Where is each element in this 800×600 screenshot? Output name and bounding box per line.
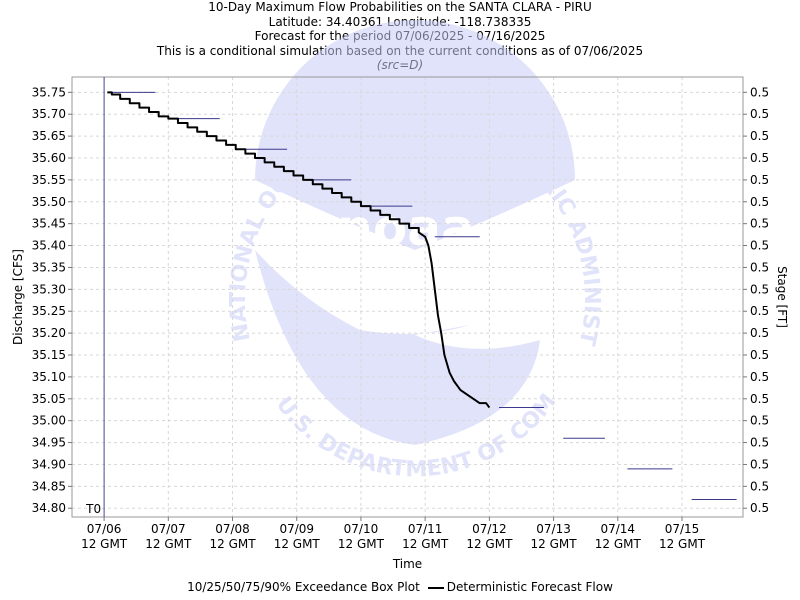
y-tick-label: 35.45 [32, 217, 66, 231]
y-tick-label: 35.75 [32, 85, 66, 99]
x-tick-time: 12 GMT [338, 537, 385, 551]
x-tick-date: 07/15 [665, 522, 700, 536]
box-plot-medians [110, 91, 737, 500]
y-tick-label: 35.20 [32, 326, 66, 340]
y2-tick-label: 0.5 [750, 501, 769, 515]
y2-tick-label: 0.5 [750, 282, 769, 296]
x-tick-time: 12 GMT [81, 537, 128, 551]
legend: 10/25/50/75/90% Exceedance Box Plot Deter… [0, 580, 800, 594]
y2-tick-label: 0.5 [750, 392, 769, 406]
y2-tick-label: 0.5 [750, 129, 769, 143]
y2-tick-label: 0.5 [750, 151, 769, 165]
y-axis-label: Discharge [CFS] [11, 249, 25, 345]
y-tick-label: 35.60 [32, 151, 66, 165]
x-tick-time: 12 GMT [402, 537, 449, 551]
x-tick-time: 12 GMT [209, 537, 256, 551]
y2-tick-label: 0.5 [750, 304, 769, 318]
y-tick-label: 34.90 [32, 457, 66, 471]
y-tick-label: 35.25 [32, 304, 66, 318]
chart-title: 10-Day Maximum Flow Probabilities on the… [208, 0, 592, 14]
deterministic-forecast-line [107, 91, 491, 409]
legend-deterministic: Deterministic Forecast Flow [446, 580, 613, 594]
y2-tick-label: 0.5 [750, 239, 769, 253]
x-tick-date: 07/12 [472, 522, 507, 536]
y2-tick-label: 0.5 [750, 326, 769, 340]
x-tick-date: 07/06 [87, 522, 122, 536]
y-tick-label: 35.05 [32, 392, 66, 406]
y2-axis-ticks: 0.5 0.5 0.5 0.5 0.5 0.5 0.5 0.5 0.5 0.5 0.5 0.5 0.5 0… [743, 85, 769, 515]
y2-tick-label: 0.5 [750, 457, 769, 471]
y2-tick-label: 0.5 [750, 173, 769, 187]
y-tick-label: 35.50 [32, 195, 66, 209]
x-tick-date: 07/08 [215, 522, 250, 536]
y2-tick-label: 0.5 [750, 107, 769, 121]
x-tick-date: 07/10 [344, 522, 379, 536]
watermark-logo-text: noaa [337, 199, 474, 257]
y-tick-label: 34.85 [32, 479, 66, 493]
y2-axis-label: Stage [FT] [775, 266, 789, 328]
forecast-series [107, 91, 491, 409]
y-tick-label: 34.80 [32, 501, 66, 515]
y2-tick-label: 0.5 [750, 436, 769, 450]
y2-tick-label: 0.5 [750, 414, 769, 428]
y-tick-label: 35.35 [32, 260, 66, 274]
y-tick-label: 35.30 [32, 282, 66, 296]
x-tick-time: 12 GMT [466, 537, 513, 551]
t0-label: T0 [85, 502, 101, 516]
x-axis-label: Time [392, 557, 422, 571]
noaa-watermark: noaa NATIONAL OCEANIC AND ATMOSPHERIC AD… [0, 0, 604, 482]
x-tick-time: 12 GMT [145, 537, 192, 551]
x-tick-date: 07/14 [600, 522, 635, 536]
y2-tick-label: 0.5 [750, 85, 769, 99]
x-tick-time: 12 GMT [531, 537, 578, 551]
x-tick-date: 07/09 [279, 522, 314, 536]
y2-tick-label: 0.5 [750, 370, 769, 384]
y-tick-label: 35.55 [32, 173, 66, 187]
y-tick-label: 35.15 [32, 348, 66, 362]
y2-tick-label: 0.5 [750, 479, 769, 493]
plot-area [71, 76, 744, 518]
y-tick-label: 35.00 [32, 414, 66, 428]
y-axis-ticks: 35.75 35.70 35.65 35.60 35.55 35.50 35.45 35.40… [32, 85, 72, 515]
x-tick-date: 07/13 [536, 522, 571, 536]
y-tick-label: 35.10 [32, 370, 66, 384]
x-tick-date: 07/07 [151, 522, 186, 536]
x-tick-date: 07/11 [408, 522, 443, 536]
y2-tick-label: 0.5 [750, 217, 769, 231]
x-tick-time: 12 GMT [274, 537, 321, 551]
y2-tick-label: 0.5 [750, 260, 769, 274]
y-tick-label: 35.40 [32, 239, 66, 253]
y-tick-label: 35.65 [32, 129, 66, 143]
x-tick-time: 12 GMT [595, 537, 642, 551]
y2-tick-label: 0.5 [750, 195, 769, 209]
legend-box-plot: 10/25/50/75/90% Exceedance Box Plot [187, 580, 420, 594]
legend-deterministic-swatch [427, 586, 444, 589]
grid-lines [72, 77, 743, 517]
y2-tick-label: 0.5 [750, 348, 769, 362]
y-tick-label: 34.95 [32, 436, 66, 450]
y-tick-label: 35.70 [32, 107, 66, 121]
x-tick-time: 12 GMT [659, 537, 706, 551]
